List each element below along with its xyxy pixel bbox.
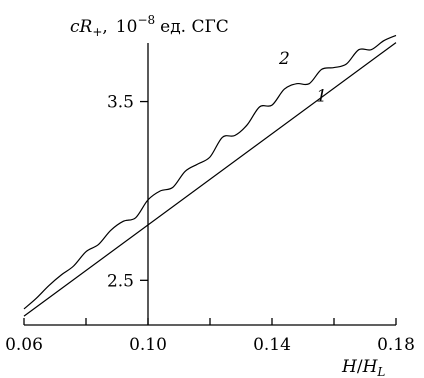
x-ticks: 0.06 0.10 0.14 0.18: [5, 318, 415, 355]
curve-labels: 12: [278, 49, 327, 107]
series-layer: [23, 34, 397, 317]
y-tick-label: 3.5: [107, 93, 134, 113]
y-ticks: 2.5 3.5: [107, 93, 148, 291]
x-axis-label: H/HL: [341, 357, 385, 378]
x-label-hl: H: [362, 357, 379, 377]
x-label-slash: /: [357, 357, 363, 377]
y-label-symbol: cR: [70, 17, 93, 37]
y-tick-label: 2.5: [107, 271, 134, 291]
series-line-2: [23, 34, 397, 310]
x-label-h: H: [341, 357, 358, 377]
curve-label-2: 2: [278, 49, 290, 69]
y-label-separator: ,: [102, 17, 107, 37]
axes: [24, 43, 396, 326]
y-label-units: ед. СГС: [160, 17, 229, 37]
x-label-subscript: L: [376, 365, 385, 378]
svg-text:H/HL: H/HL: [341, 357, 385, 378]
y-label-exponent: −8: [137, 13, 155, 27]
y-axis-label: cR+, 10−8 ед. СГС: [70, 13, 229, 39]
svg-text:cR+,10−8ед. СГС: cR+, 10−8 ед. СГС: [70, 13, 229, 39]
x-tick-label: 0.14: [253, 335, 291, 355]
x-tick-label: 0.06: [5, 335, 43, 355]
curve-label-1: 1: [316, 87, 327, 107]
x-tick-label: 0.10: [129, 335, 167, 355]
y-label-magnitude: 10: [116, 17, 138, 37]
x-tick-label: 0.18: [377, 335, 415, 355]
y-label-subscript: +: [92, 25, 102, 39]
series-line-1: [23, 42, 397, 317]
